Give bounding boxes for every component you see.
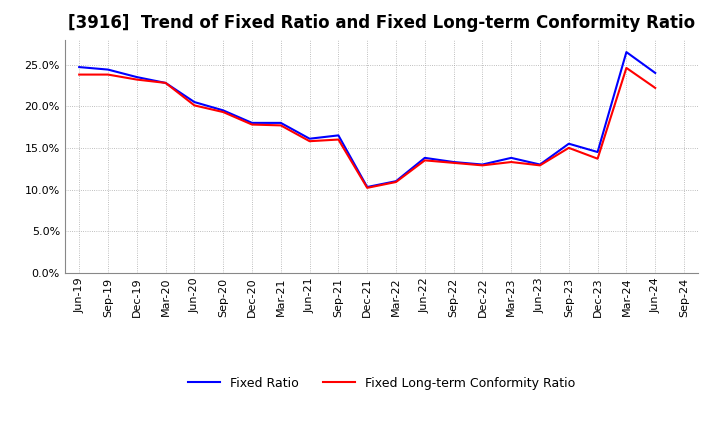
Fixed Long-term Conformity Ratio — [363, 185, 372, 191]
Fixed Ratio — [334, 133, 343, 138]
Fixed Long-term Conformity Ratio — [536, 163, 544, 168]
Fixed Long-term Conformity Ratio — [564, 145, 573, 150]
Line: Fixed Long-term Conformity Ratio: Fixed Long-term Conformity Ratio — [79, 68, 655, 188]
Fixed Ratio — [478, 162, 487, 167]
Fixed Long-term Conformity Ratio — [132, 77, 141, 82]
Fixed Long-term Conformity Ratio — [248, 122, 256, 127]
Fixed Ratio — [449, 159, 458, 165]
Title: [3916]  Trend of Fixed Ratio and Fixed Long-term Conformity Ratio: [3916] Trend of Fixed Ratio and Fixed Lo… — [68, 15, 696, 33]
Fixed Long-term Conformity Ratio — [190, 103, 199, 108]
Fixed Ratio — [248, 120, 256, 125]
Fixed Long-term Conformity Ratio — [75, 72, 84, 77]
Fixed Long-term Conformity Ratio — [478, 163, 487, 168]
Fixed Ratio — [651, 70, 660, 76]
Fixed Long-term Conformity Ratio — [334, 137, 343, 142]
Fixed Ratio — [536, 162, 544, 167]
Fixed Ratio — [507, 155, 516, 161]
Fixed Long-term Conformity Ratio — [276, 123, 285, 128]
Line: Fixed Ratio: Fixed Ratio — [79, 52, 655, 187]
Fixed Ratio — [420, 155, 429, 161]
Fixed Long-term Conformity Ratio — [420, 158, 429, 163]
Fixed Ratio — [219, 108, 228, 113]
Fixed Ratio — [161, 80, 170, 85]
Fixed Ratio — [190, 99, 199, 105]
Fixed Ratio — [132, 74, 141, 80]
Fixed Ratio — [104, 67, 112, 72]
Fixed Long-term Conformity Ratio — [104, 72, 112, 77]
Fixed Long-term Conformity Ratio — [507, 159, 516, 165]
Fixed Ratio — [363, 184, 372, 190]
Fixed Ratio — [622, 49, 631, 55]
Fixed Ratio — [276, 120, 285, 125]
Fixed Ratio — [593, 150, 602, 155]
Fixed Ratio — [564, 141, 573, 147]
Legend: Fixed Ratio, Fixed Long-term Conformity Ratio: Fixed Ratio, Fixed Long-term Conformity … — [184, 372, 580, 395]
Fixed Ratio — [305, 136, 314, 141]
Fixed Long-term Conformity Ratio — [651, 85, 660, 91]
Fixed Long-term Conformity Ratio — [161, 80, 170, 85]
Fixed Ratio — [75, 64, 84, 70]
Fixed Ratio — [392, 179, 400, 184]
Fixed Long-term Conformity Ratio — [305, 139, 314, 144]
Fixed Long-term Conformity Ratio — [449, 160, 458, 165]
Fixed Long-term Conformity Ratio — [593, 156, 602, 161]
Fixed Long-term Conformity Ratio — [392, 180, 400, 185]
Fixed Long-term Conformity Ratio — [622, 65, 631, 70]
Fixed Long-term Conformity Ratio — [219, 110, 228, 115]
